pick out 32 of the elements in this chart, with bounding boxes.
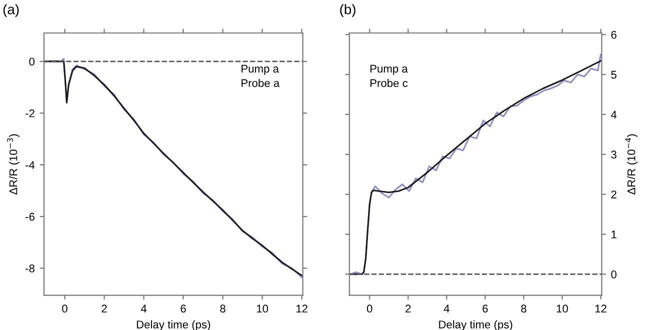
x-tick-label: 10 bbox=[556, 304, 568, 313]
y2-axis-title: ΔR/R (10$^{−4}$) bbox=[625, 134, 638, 195]
y-axis-title: ΔR/R (10$^{−3}$) bbox=[7, 134, 20, 195]
y-tick-label: -4 bbox=[26, 161, 35, 169]
x-tick-label: 0 bbox=[62, 304, 68, 313]
y-tick-label: -8 bbox=[26, 264, 34, 272]
chart-title: (b) bbox=[340, 4, 356, 18]
y2-tick-label: 4 bbox=[610, 110, 617, 118]
x-tick-label: 4 bbox=[444, 304, 450, 312]
x-tick-label: 6 bbox=[482, 304, 488, 313]
annotation: Pump a Probe a bbox=[242, 64, 280, 88]
y-tick-label: 0 bbox=[29, 58, 35, 66]
annotation: Pump a Probe c bbox=[370, 64, 408, 88]
y2-tick-label: 0 bbox=[611, 270, 616, 278]
chart-title: (a) bbox=[3, 4, 19, 18]
x-tick-label: 12 bbox=[296, 304, 308, 312]
y2-tick-label: 2 bbox=[611, 190, 616, 198]
y2-tick-label: 1 bbox=[612, 230, 616, 238]
x-tick-label: 6 bbox=[180, 304, 186, 313]
x-tick-label: 4 bbox=[140, 304, 147, 312]
x-tick-label: 8 bbox=[521, 304, 526, 313]
y-tick-label: -6 bbox=[26, 212, 34, 221]
x-tick-label: 8 bbox=[220, 304, 226, 313]
x-tick-label: 2 bbox=[102, 304, 107, 312]
x-tick-label: 2 bbox=[406, 304, 411, 312]
y-tick-label: -2 bbox=[26, 109, 34, 118]
x-tick-label: 12 bbox=[595, 304, 606, 312]
y2-tick-label: 3 bbox=[611, 150, 616, 159]
x-tick-label: 0 bbox=[366, 304, 372, 313]
x-tick-label: 10 bbox=[256, 304, 268, 313]
y2-tick-label: 5 bbox=[611, 70, 616, 79]
y2-tick-label: 6 bbox=[611, 30, 616, 39]
